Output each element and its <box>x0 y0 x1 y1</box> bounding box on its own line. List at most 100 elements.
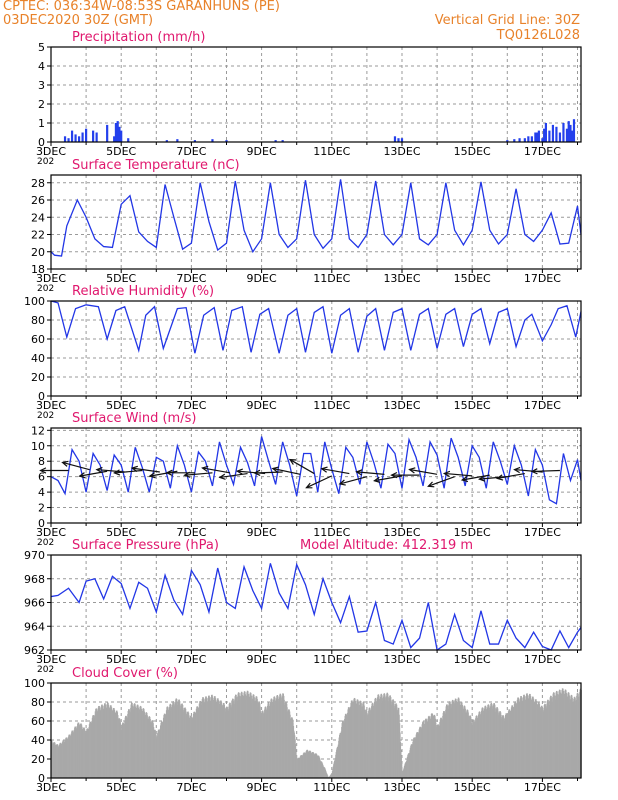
wind-arrow <box>114 469 143 474</box>
x-tick-label: 17DEC <box>524 399 561 412</box>
wind-arrow <box>428 476 455 487</box>
y-tick-label: 0 <box>38 136 45 149</box>
y-tick-label: 968 <box>24 573 45 586</box>
precip-bar <box>116 121 119 142</box>
x-tick-label: 3DEC <box>36 272 66 285</box>
precip-bar <box>400 138 404 142</box>
x-tick-label: 15DEC <box>454 781 491 794</box>
wind-arrowhead <box>95 466 103 474</box>
x-tick-label: 5DEC <box>106 399 136 412</box>
panel-frame <box>50 427 582 524</box>
precip-bar <box>211 139 214 142</box>
precip-bar <box>114 123 118 142</box>
precip-bar <box>537 130 540 142</box>
y-tick-label: 40 <box>31 734 45 747</box>
panel-5: 962 964 966 968 970 3DEC 5DEC 7DEC 9DEC 11DEC 13DE… <box>24 538 582 675</box>
precip-bar <box>572 119 576 142</box>
precip-bar <box>393 136 397 142</box>
x-tick-label: 7DEC <box>176 399 206 412</box>
precip-bar <box>513 139 516 142</box>
y-tick-label: 12 <box>31 424 45 437</box>
x-tick-label: 15DEC <box>454 145 491 158</box>
panel-title: Surface Pressure (hPa) <box>72 538 219 553</box>
x-tick-label: 3DEC <box>36 781 66 794</box>
x-tick-label: 13DEC <box>383 653 420 666</box>
y-tick-label: 60 <box>31 333 45 346</box>
y-tick-label: 0 <box>38 772 45 785</box>
x-tick-label: 11DEC <box>313 145 350 158</box>
x-tick-label: 13DEC <box>383 399 420 412</box>
series-line <box>50 436 582 505</box>
x-tick-label: 13DEC <box>383 272 420 285</box>
precip-bar <box>176 139 179 142</box>
wind-arrowhead <box>305 482 313 489</box>
wind-arrowhead <box>183 471 191 478</box>
panel-1: 0 1 2 3 4 5 3DEC 5DEC 7DEC 9DEC 11DEC 13DEC 15DEC 17D… <box>36 30 582 167</box>
wind-arrow <box>289 459 315 475</box>
precip-bar <box>118 126 121 142</box>
wind-arrow <box>131 467 160 473</box>
precip-bar <box>274 140 277 142</box>
wind-arrow <box>531 469 560 473</box>
y-tick-label: 5 <box>38 41 45 54</box>
x-tick-label: 13DEC <box>383 145 420 158</box>
y-tick-label: 2 <box>38 98 45 111</box>
y-tick-label: 970 <box>24 549 45 562</box>
cloud-bar <box>327 776 329 778</box>
wind-arrow <box>497 472 525 480</box>
y-tick-label: 4 <box>38 60 45 73</box>
x-tick-label: 11DEC <box>313 272 350 285</box>
wind-arrowhead <box>130 465 138 472</box>
precip-bar <box>63 136 67 142</box>
precip-bar <box>95 132 98 142</box>
wind-arrow <box>462 474 490 481</box>
wind-arrowhead <box>253 469 261 476</box>
wind-arrow <box>254 471 283 474</box>
x-tick-label: 5DEC <box>106 781 136 794</box>
precip-bar <box>281 140 284 142</box>
precip-bar <box>562 123 565 142</box>
panel-title: Surface Wind (m/s) <box>72 411 196 426</box>
precip-bar <box>84 128 88 142</box>
wind-arrowhead <box>390 471 398 479</box>
wind-arrow <box>219 472 248 479</box>
precip-bar <box>565 128 569 142</box>
precip-bar <box>530 136 533 142</box>
wind-arrowhead <box>513 466 521 474</box>
x-tick-label: 3DEC <box>36 399 66 412</box>
panel-6: 0 20 40 60 80 100 3DEC 5DEC 7DEC 9DEC 11DEC 13DEC 15… <box>24 666 582 794</box>
x-tick-label: 9DEC <box>247 399 277 412</box>
x-tick-label: 11DEC <box>313 781 350 794</box>
precip-bar <box>523 138 526 142</box>
x-tick-label: 17DEC <box>524 145 561 158</box>
x-tick-label: 5DEC <box>106 272 136 285</box>
wind-arrowhead <box>338 479 346 486</box>
wind-arrow <box>184 472 213 476</box>
wind-arrow <box>321 468 350 475</box>
precip-bar <box>120 130 123 142</box>
year-label: 202 <box>37 411 54 421</box>
wind-arrowhead <box>165 469 173 476</box>
panel-title: Relative Humidity (%) <box>72 284 214 299</box>
cloud-bar <box>400 762 403 778</box>
wind-arrow <box>272 467 301 475</box>
precip-bar <box>92 130 95 142</box>
panel-title: Cloud Cover (%) <box>72 666 178 681</box>
wind-arrowhead <box>288 458 297 465</box>
wind-arrowhead <box>39 467 47 474</box>
wind-arrow <box>444 472 473 477</box>
precip-bar <box>543 128 546 142</box>
panel-title: Surface Temperature (nC) <box>72 158 240 173</box>
x-tick-label: 17DEC <box>524 781 561 794</box>
y-tick-label: 10 <box>31 440 45 453</box>
wind-arrowhead <box>271 466 279 473</box>
x-tick-label: 7DEC <box>176 653 206 666</box>
year-label: 202 <box>37 157 54 167</box>
wind-arrow <box>79 470 108 477</box>
precip-bar <box>70 130 74 142</box>
wind-arrowhead <box>201 465 209 472</box>
wind-arrowhead <box>530 468 538 475</box>
y-tick-label: 6 <box>38 471 45 484</box>
y-tick-label: 3 <box>38 79 45 92</box>
